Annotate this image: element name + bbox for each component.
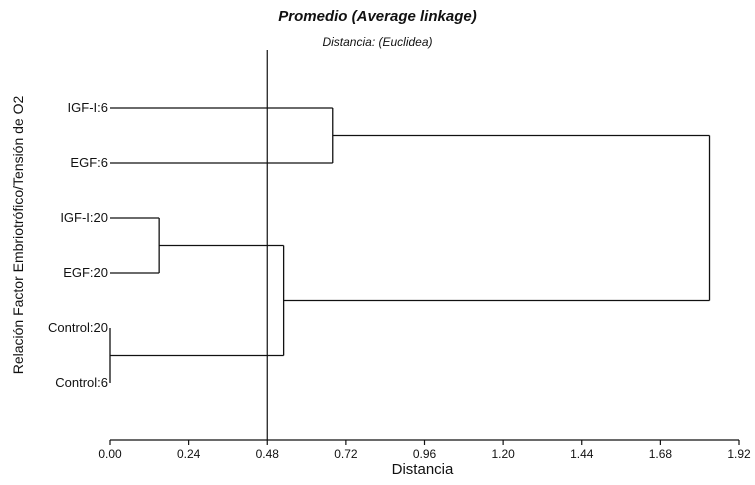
x-tick-label: 1.44 <box>570 447 594 461</box>
x-axis-label: Distancia <box>391 461 454 478</box>
x-tick-label: 0.48 <box>256 447 280 461</box>
y-axis-label: Relación Factor Embriotrófico/Tensión de… <box>10 95 26 375</box>
leaf-label: EGF:20 <box>63 265 108 280</box>
leaf-label: IGF-I:6 <box>68 100 108 115</box>
chart-subtitle: Distancia: (Euclidea) <box>322 35 433 49</box>
x-tick-label: 0.00 <box>98 447 122 461</box>
leaf-label: Control:6 <box>55 375 108 390</box>
x-tick-label: 1.20 <box>491 447 515 461</box>
chart-title: Promedio (Average linkage) <box>278 8 477 25</box>
leaf-label: Control:20 <box>48 320 108 335</box>
x-tick-label: 1.68 <box>649 447 673 461</box>
x-tick-label: 0.96 <box>413 447 437 461</box>
x-tick-label: 0.72 <box>334 447 358 461</box>
x-tick-label: 0.24 <box>177 447 201 461</box>
leaf-label: EGF:6 <box>70 155 108 170</box>
x-tick-label: 1.92 <box>727 447 751 461</box>
leaf-label: IGF-I:20 <box>60 210 108 225</box>
